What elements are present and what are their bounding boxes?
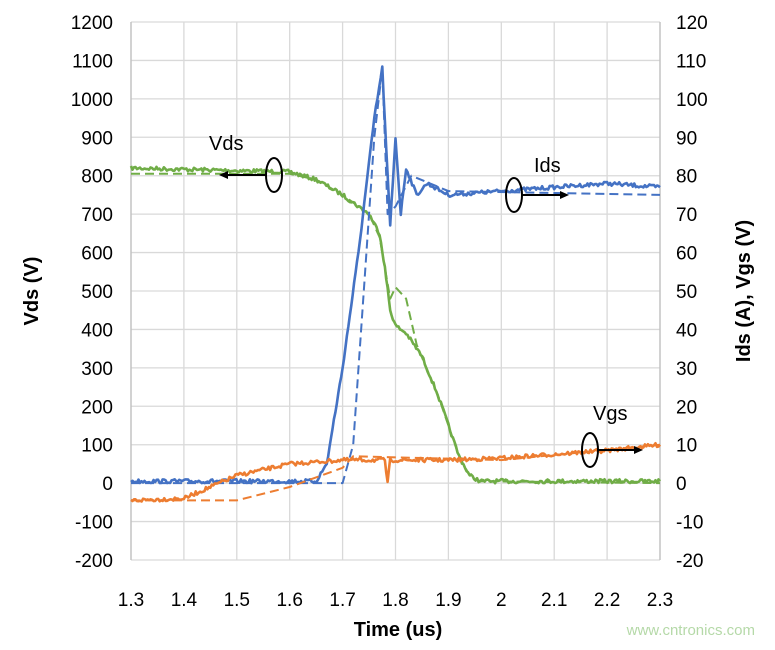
y-tick-label-left: 600 <box>81 244 113 265</box>
x-tick-label: 2.3 <box>647 590 673 611</box>
y-tick-label-right: 70 <box>676 205 697 226</box>
annotation-ids: Ids <box>505 155 569 213</box>
y-tick-label-left: 400 <box>81 320 113 341</box>
y-tick-label-left: -100 <box>75 513 113 534</box>
x-tick-label: 1.6 <box>276 590 302 611</box>
y-tick-label-right: 30 <box>676 359 697 380</box>
y-tick-label-right: 20 <box>676 397 697 418</box>
series-lines <box>129 65 661 503</box>
y-tick-label-left: 0 <box>102 474 113 495</box>
x-tick-label: 1.7 <box>329 590 355 611</box>
annotation-ids-arrowhead <box>560 191 569 199</box>
y-tick-label-right: 0 <box>676 474 687 495</box>
annotation-vgs-arrowhead <box>634 446 643 454</box>
series-vgs-dashed <box>131 443 661 502</box>
x-axis-label: Time (us) <box>354 619 443 641</box>
y-tick-label-left: 300 <box>81 359 113 380</box>
y-tick-label-left: 200 <box>81 397 113 418</box>
annotation-vds-label: Vds <box>209 133 243 155</box>
y-tick-label-right: 40 <box>676 320 697 341</box>
y-tick-label-left: 1200 <box>71 13 113 34</box>
y-tick-label-left: 500 <box>81 282 113 303</box>
y-tick-label-right: -10 <box>676 513 703 534</box>
watermark: www.cntronics.com <box>626 622 755 639</box>
y-tick-label-right: -20 <box>676 551 703 572</box>
annotation-vgs-label: Vgs <box>593 403 627 425</box>
annotation-vds-arrowhead <box>219 171 228 179</box>
y-tick-label-left: 800 <box>81 167 113 188</box>
y-tick-label-left: 700 <box>81 205 113 226</box>
y-tick-label-left: 1000 <box>71 90 113 111</box>
annotation-ids-ellipse <box>505 177 523 213</box>
x-tick-label: 2.2 <box>594 590 620 611</box>
annotation-vds-ellipse <box>265 157 283 193</box>
x-tick-label: 1.5 <box>224 590 250 611</box>
x-tick-label: 1.9 <box>435 590 461 611</box>
y-tick-label-right: 80 <box>676 167 697 188</box>
y-tick-label-left: 1100 <box>72 51 113 72</box>
x-tick-label: 2 <box>496 590 507 611</box>
y-axis-left-label: Vds (V) <box>21 257 43 326</box>
y-tick-label-left: 100 <box>81 436 113 457</box>
x-tick-label: 1.3 <box>118 590 144 611</box>
annotation-vds: Vds <box>209 133 283 193</box>
y-axis-right-label: Ids (A), Vgs (V) <box>733 220 755 362</box>
y-tick-label-left: -200 <box>75 551 113 572</box>
y-tick-label-right: 100 <box>676 90 708 111</box>
series-ids-solid <box>130 65 661 485</box>
y-tick-label-right: 50 <box>676 282 697 303</box>
series-vds-solid <box>129 165 661 485</box>
tick-labels: 1.3 1.4 1.5 1.6 1.7 1.8 1.9 2 2.1 2.2 2.3-200-1000… <box>71 13 708 611</box>
y-tick-label-right: 10 <box>676 436 697 457</box>
y-tick-label-right: 60 <box>676 244 697 265</box>
y-tick-label-right: 120 <box>676 13 708 34</box>
x-tick-label: 2.1 <box>541 590 567 611</box>
y-tick-label-right: 90 <box>676 128 697 149</box>
annotation-vgs: Vgs <box>581 403 643 468</box>
y-tick-label-right: 110 <box>676 51 706 72</box>
x-tick-label: 1.8 <box>382 590 408 611</box>
x-tick-label: 1.4 <box>171 590 198 611</box>
y-tick-label-left: 900 <box>81 128 113 149</box>
series-ids-dashed <box>131 67 661 485</box>
annotation-ids-label: Ids <box>534 155 561 177</box>
series-vds-dashed <box>131 172 661 485</box>
